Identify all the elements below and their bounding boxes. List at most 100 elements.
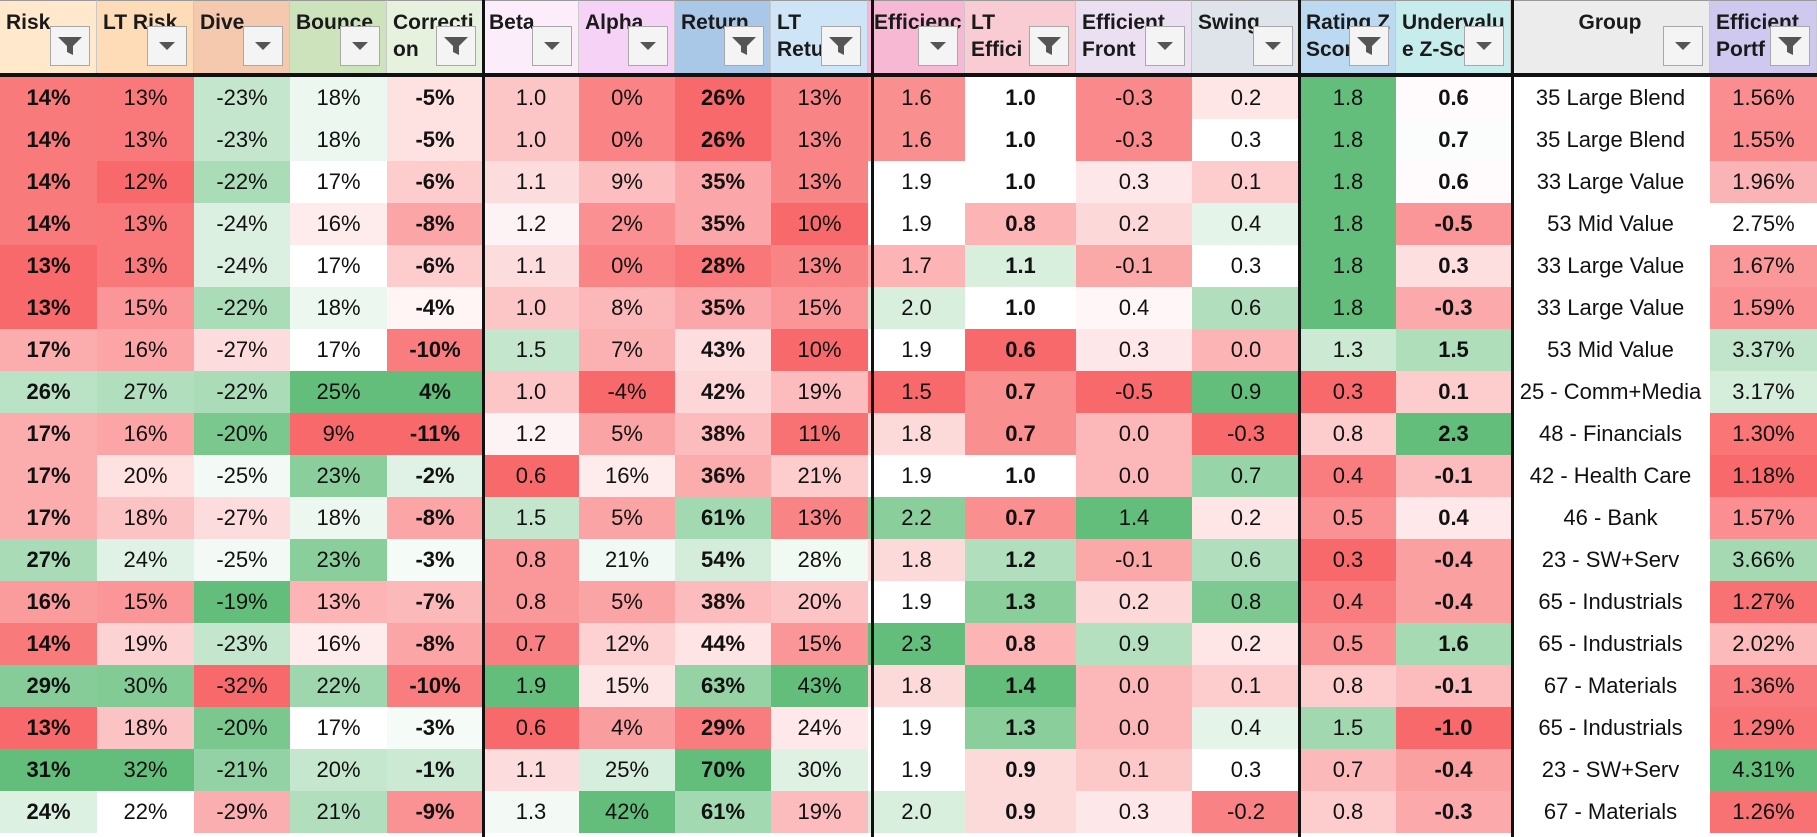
cell-rating-z-score[interactable]: 1.8 [1300,287,1396,329]
cell-efficiency[interactable]: 2.3 [868,623,965,665]
cell-dive[interactable]: -19% [194,581,290,623]
cell-return[interactable]: 35% [675,161,771,203]
filter-dropdown-button[interactable] [243,26,283,66]
cell-lt-risk[interactable]: 18% [97,707,194,749]
cell-lt-return[interactable]: 20% [771,581,868,623]
cell-efficiency[interactable]: 1.9 [868,749,965,791]
cell-undervalue-z-score[interactable]: 0.7 [1396,119,1511,161]
cell-alpha[interactable]: 0% [579,119,675,161]
cell-group[interactable]: 53 Mid Value [1511,203,1710,245]
cell-dive[interactable]: -20% [194,707,290,749]
cell-risk[interactable]: 16% [0,581,97,623]
cell-efficient-front[interactable]: 0.3 [1076,791,1192,833]
cell-risk[interactable]: 17% [0,329,97,371]
cell-rating-z-score[interactable]: 1.8 [1300,119,1396,161]
cell-efficient-front[interactable]: 0.0 [1076,455,1192,497]
cell-swing[interactable]: -0.2 [1192,791,1300,833]
filter-dropdown-button[interactable] [1464,26,1504,66]
cell-efficient-portf[interactable]: 1.26% [1710,791,1817,833]
filter-dropdown-button[interactable] [1253,26,1293,66]
cell-efficiency[interactable]: 1.8 [868,665,965,707]
filter-active-button[interactable] [724,26,764,66]
cell-alpha[interactable]: 7% [579,329,675,371]
cell-swing[interactable]: 0.2 [1192,623,1300,665]
cell-dive[interactable]: -23% [194,119,290,161]
cell-risk[interactable]: 17% [0,497,97,539]
cell-return[interactable]: 70% [675,749,771,791]
cell-swing[interactable]: 0.8 [1192,581,1300,623]
cell-risk[interactable]: 17% [0,413,97,455]
cell-lt-return[interactable]: 13% [771,497,868,539]
cell-group[interactable]: 33 Large Value [1511,287,1710,329]
cell-bounce[interactable]: 20% [290,749,387,791]
cell-dive[interactable]: -21% [194,749,290,791]
cell-lt-risk[interactable]: 13% [97,119,194,161]
cell-alpha[interactable]: 5% [579,497,675,539]
cell-efficient-portf[interactable]: 1.18% [1710,455,1817,497]
cell-group[interactable]: 42 - Health Care [1511,455,1710,497]
cell-lt-return[interactable]: 10% [771,203,868,245]
cell-efficient-front[interactable]: -0.5 [1076,371,1192,413]
cell-efficiency[interactable]: 2.0 [868,791,965,833]
cell-beta[interactable]: 1.2 [483,203,579,245]
cell-risk[interactable]: 14% [0,203,97,245]
cell-group[interactable]: 25 - Comm+Media [1511,371,1710,413]
cell-efficient-front[interactable]: 0.0 [1076,665,1192,707]
cell-lt-efficiency[interactable]: 1.3 [965,707,1076,749]
cell-efficiency[interactable]: 1.9 [868,329,965,371]
cell-lt-risk[interactable]: 12% [97,161,194,203]
cell-group[interactable]: 33 Large Value [1511,161,1710,203]
cell-rating-z-score[interactable]: 1.8 [1300,161,1396,203]
cell-lt-efficiency[interactable]: 0.7 [965,497,1076,539]
cell-swing[interactable]: 0.2 [1192,497,1300,539]
cell-rating-z-score[interactable]: 0.8 [1300,791,1396,833]
cell-lt-return[interactable]: 11% [771,413,868,455]
filter-active-button[interactable] [1349,26,1389,66]
cell-correction[interactable]: -8% [387,497,483,539]
cell-efficient-front[interactable]: 0.0 [1076,707,1192,749]
cell-bounce[interactable]: 18% [290,287,387,329]
cell-dive[interactable]: -22% [194,287,290,329]
cell-lt-return[interactable]: 15% [771,623,868,665]
cell-bounce[interactable]: 16% [290,203,387,245]
cell-efficient-portf[interactable]: 2.75% [1710,203,1817,245]
cell-lt-return[interactable]: 13% [771,161,868,203]
cell-swing[interactable]: 0.1 [1192,665,1300,707]
cell-efficient-front[interactable]: -0.3 [1076,77,1192,119]
cell-lt-risk[interactable]: 13% [97,77,194,119]
cell-lt-efficiency[interactable]: 0.9 [965,749,1076,791]
cell-group[interactable]: 67 - Materials [1511,791,1710,833]
cell-lt-risk[interactable]: 30% [97,665,194,707]
cell-swing[interactable]: 0.6 [1192,287,1300,329]
cell-beta[interactable]: 0.8 [483,539,579,581]
cell-dive[interactable]: -25% [194,455,290,497]
cell-efficiency[interactable]: 2.2 [868,497,965,539]
cell-alpha[interactable]: 15% [579,665,675,707]
cell-alpha[interactable]: 8% [579,287,675,329]
cell-return[interactable]: 36% [675,455,771,497]
cell-lt-efficiency[interactable]: 1.3 [965,581,1076,623]
cell-swing[interactable]: 0.3 [1192,119,1300,161]
cell-lt-risk[interactable]: 15% [97,581,194,623]
cell-correction[interactable]: -4% [387,287,483,329]
cell-rating-z-score[interactable]: 0.4 [1300,455,1396,497]
cell-rating-z-score[interactable]: 0.7 [1300,749,1396,791]
filter-active-button[interactable] [1029,26,1069,66]
cell-lt-efficiency[interactable]: 1.0 [965,287,1076,329]
cell-correction[interactable]: -9% [387,791,483,833]
cell-lt-efficiency[interactable]: 0.7 [965,371,1076,413]
cell-rating-z-score[interactable]: 1.8 [1300,203,1396,245]
cell-return[interactable]: 29% [675,707,771,749]
cell-swing[interactable]: 0.2 [1192,77,1300,119]
cell-efficiency[interactable]: 1.9 [868,707,965,749]
cell-lt-return[interactable]: 13% [771,77,868,119]
cell-efficient-front[interactable]: 0.1 [1076,749,1192,791]
cell-undervalue-z-score[interactable]: 1.5 [1396,329,1511,371]
cell-return[interactable]: 61% [675,791,771,833]
cell-lt-efficiency[interactable]: 1.0 [965,455,1076,497]
cell-lt-risk[interactable]: 16% [97,413,194,455]
cell-lt-return[interactable]: 28% [771,539,868,581]
filter-active-button[interactable] [821,26,861,66]
cell-correction[interactable]: -10% [387,665,483,707]
cell-risk[interactable]: 27% [0,539,97,581]
